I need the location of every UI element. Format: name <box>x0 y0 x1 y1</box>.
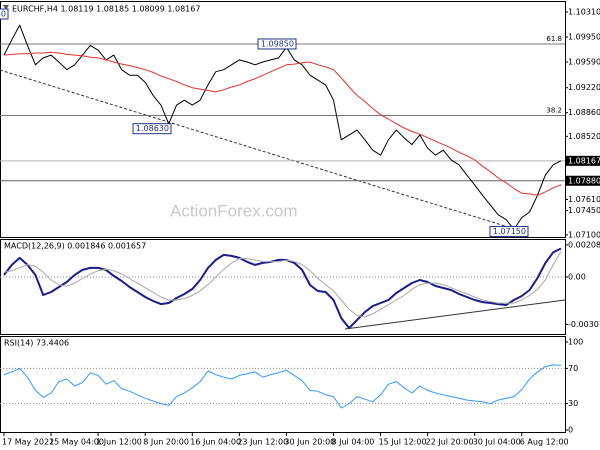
y-tick-label: 1.09590 <box>568 58 600 67</box>
annotation-label: 1.07150 <box>493 227 526 236</box>
x-tick-label: 16 Jun 04:00 <box>190 438 241 447</box>
annotation-box <box>257 38 297 50</box>
annotation-label: 50 <box>0 10 6 19</box>
x-tick-label: 8 Jun 20:00 <box>143 438 189 447</box>
x-tick-label: 1 Jun 12:00 <box>96 438 142 447</box>
rsi-panel-frame <box>0 336 566 433</box>
y-tick-label: 100 <box>568 338 583 347</box>
annotation-label: 1.08630 <box>136 124 169 133</box>
x-tick-label: 25 May 04:00 <box>49 438 104 447</box>
rsi-title: RSI(14) 73.4406 <box>4 339 69 348</box>
watermark: ActionForex.com <box>170 201 298 220</box>
fib-label: 38.2 <box>546 106 562 114</box>
price-title: EURCHF,H4 1.08119 1.08185 1.08099 1.0816… <box>12 5 200 14</box>
y-tick-label: 1.08860 <box>568 108 600 117</box>
x-tick-label: 30 Jun 20:00 <box>284 438 335 447</box>
x-tick-label: 23 Jun 12:00 <box>237 438 288 447</box>
y-tick-label: 1.07610 <box>568 195 600 204</box>
annotation-box <box>0 8 9 20</box>
macd-title: MACD(12,26,9) 0.001846 0.001657 <box>4 242 146 251</box>
y-tick-label: 30 <box>568 399 578 408</box>
y-tick-label: 0.00 <box>568 272 586 281</box>
x-tick-label: 6 Aug 12:00 <box>520 438 569 447</box>
y-tick-label: 0 <box>568 426 573 435</box>
macd-panel-frame <box>0 239 566 335</box>
y-tick-label: 0.00208 <box>568 240 600 249</box>
y-tick-label: 1.09950 <box>568 33 600 42</box>
price-panel-frame <box>0 1 566 238</box>
y-tick-label: 1.07100 <box>568 230 600 239</box>
y-tick-label: 1.10310 <box>568 8 600 17</box>
title-icon <box>3 5 9 10</box>
y-tick-label: 1.09220 <box>568 83 600 92</box>
price-level-box <box>566 175 600 186</box>
price-level-label: 1.07880 <box>568 176 600 185</box>
panel-frames <box>0 1 566 433</box>
x-tick-label: 22 Jul 20:00 <box>426 438 474 447</box>
series-line <box>3 24 562 230</box>
series-line <box>3 51 562 196</box>
price-level-box <box>566 155 600 166</box>
annotation-box <box>132 123 172 135</box>
x-tick-label: 8 Jul 04:00 <box>331 438 374 447</box>
fib-label: 61.8 <box>546 35 562 43</box>
series-line <box>3 364 562 409</box>
series-line <box>3 251 562 318</box>
x-tick-label: 15 Jul 12:00 <box>379 438 427 447</box>
y-tick-label: -0.003079 <box>568 320 600 329</box>
series-line <box>3 247 562 330</box>
y-tick-label: 1.08520 <box>568 132 600 141</box>
price-level-label: 1.08167 <box>568 156 600 165</box>
annotation-box <box>489 225 529 237</box>
x-tick-label: 30 Jul 04:00 <box>473 438 521 447</box>
y-tick-label: 1.07450 <box>568 206 600 215</box>
x-tick-label: 17 May 2021 <box>2 438 54 447</box>
y-tick-label: 70 <box>568 364 578 373</box>
trend-line <box>0 69 506 227</box>
annotation-label: 1.09850 <box>261 39 294 48</box>
macd-trend-line <box>344 299 566 330</box>
